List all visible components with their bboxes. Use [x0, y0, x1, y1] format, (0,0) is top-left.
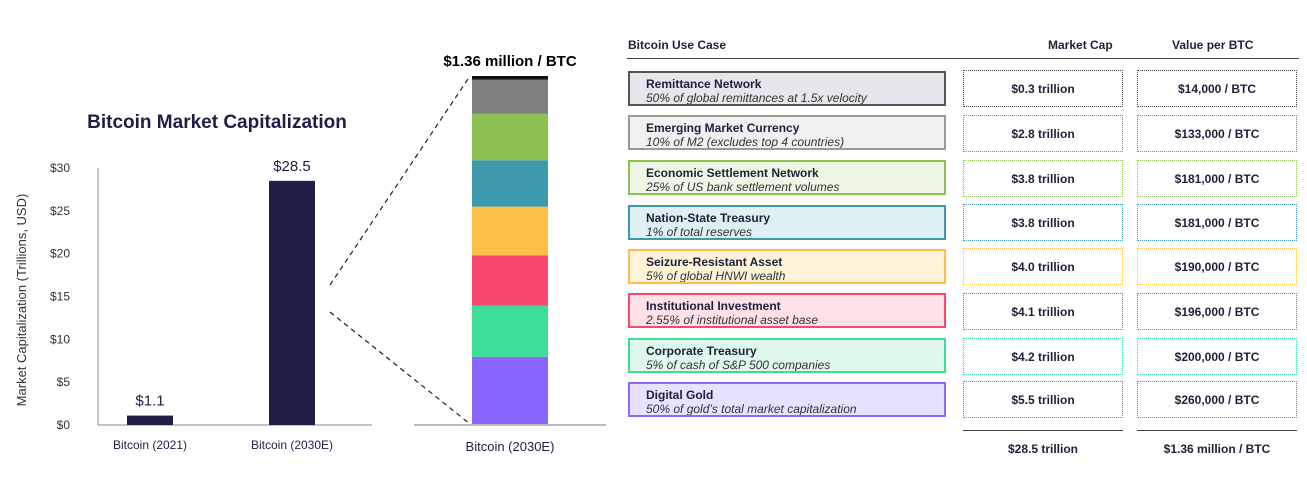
use-case-name: Remittance Network	[646, 77, 762, 91]
market-cap-cell: $5.5 trillion	[963, 381, 1123, 418]
y-tick-label: $15	[50, 290, 70, 304]
value-per-btc-cell: $181,000 / BTC	[1137, 160, 1297, 197]
zoom-connector-bottom	[329, 311, 471, 425]
stacked-segment	[472, 206, 548, 256]
x-tick-label: Bitcoin (2030E)	[251, 438, 333, 452]
y-tick-label: $0	[57, 418, 71, 432]
use-case-name: Institutional Investment	[646, 299, 781, 313]
bar	[127, 415, 173, 425]
value-per-btc-cell: $181,000 / BTC	[1137, 204, 1297, 241]
market-cap-cell: $2.8 trillion	[963, 115, 1123, 152]
use-case-name: Corporate Treasury	[646, 344, 757, 358]
use-case-row: Institutional Investment 2.55% of institu…	[628, 293, 946, 328]
use-case-row: Seizure-Resistant Asset 5% of global HNWI…	[628, 249, 946, 284]
header-market-cap: Market Cap	[1048, 38, 1113, 52]
stacked-segment	[472, 79, 548, 114]
value-per-btc-cell: $200,000 / BTC	[1137, 338, 1297, 375]
use-case-row: Economic Settlement Network 25% of US ban…	[628, 160, 946, 195]
value-per-btc-cell: $14,000 / BTC	[1137, 70, 1297, 107]
market-cap-cell: $4.0 trillion	[963, 248, 1123, 285]
stacked-segment	[472, 356, 548, 424]
bar	[269, 180, 315, 425]
use-case-name: Digital Gold	[646, 388, 714, 402]
y-axis-label: Market Capitalization (Trillions, USD)	[14, 194, 29, 407]
use-case-description: 5% of global HNWI wealth	[646, 269, 786, 283]
stacked-segment	[472, 160, 548, 207]
value-per-btc-cell: $260,000 / BTC	[1137, 381, 1297, 418]
use-case-row: Emerging Market Currency 10% of M2 (exclu…	[628, 115, 946, 150]
use-case-description: 25% of US bank settlement volumes	[646, 180, 840, 194]
y-tick-label: $30	[50, 161, 70, 175]
total-market-cap: $28.5 trillion	[1007, 442, 1079, 456]
y-tick-label: $5	[57, 375, 71, 389]
stacked-segment	[472, 76, 548, 80]
market-cap-cell: $0.3 trillion	[963, 70, 1123, 107]
stacked-segment	[472, 113, 548, 161]
header-divider	[627, 58, 1299, 59]
value-per-btc-cell: $133,000 / BTC	[1137, 115, 1297, 152]
use-case-description: 5% of cash of S&P 500 companies	[646, 358, 831, 372]
use-case-row: Corporate Treasury 5% of cash of S&P 500 …	[628, 338, 946, 373]
use-case-row: Digital Gold 50% of gold’s total market c…	[628, 382, 946, 417]
market-cap-cell: $4.1 trillion	[963, 293, 1123, 330]
y-tick-label: $10	[50, 332, 70, 346]
stacked-x-tick-label: Bitcoin (2030E)	[466, 439, 555, 454]
market-cap-cell: $3.8 trillion	[963, 204, 1123, 241]
use-case-name: Emerging Market Currency	[646, 121, 800, 135]
use-case-description: 50% of global remittances at 1.5x veloci…	[646, 91, 867, 105]
total-value-per-btc: $1.36 million / BTC	[1163, 442, 1271, 456]
header-use-case: Bitcoin Use Case	[628, 38, 727, 52]
use-case-description: 1% of total reserves	[646, 225, 753, 239]
stacked-segment	[472, 305, 548, 357]
bar-chart-title: Bitcoin Market Capitalization	[87, 112, 347, 133]
zoom-connector-top	[329, 75, 471, 286]
bar-data-label: $1.1	[135, 393, 164, 410]
bar-data-label: $28.5	[273, 158, 311, 175]
use-case-row: Remittance Network 50% of global remittan…	[628, 71, 946, 106]
use-case-name: Economic Settlement Network	[646, 166, 819, 180]
use-case-description: 2.55% of institutional asset base	[646, 313, 819, 327]
value-per-btc-cell: $196,000 / BTC	[1137, 293, 1297, 330]
value-per-btc-cell: $190,000 / BTC	[1137, 248, 1297, 285]
use-case-description: 50% of gold’s total market capitalizatio…	[646, 402, 857, 416]
total-divider-value	[1137, 430, 1297, 431]
x-tick-label: Bitcoin (2021)	[113, 438, 187, 452]
header-value-per-btc: Value per BTC	[1172, 38, 1254, 52]
y-tick-label: $25	[50, 204, 70, 218]
market-cap-cell: $4.2 trillion	[963, 338, 1123, 375]
market-cap-cell: $3.8 trillion	[963, 160, 1123, 197]
stacked-chart-title: $1.36 million / BTC	[443, 53, 577, 70]
stacked-segment	[472, 255, 548, 306]
use-case-name: Nation-State Treasury	[646, 211, 771, 225]
use-case-description: 10% of M2 (excludes top 4 countries)	[646, 135, 845, 149]
total-divider-market-cap	[963, 430, 1123, 431]
use-case-name: Seizure-Resistant Asset	[646, 255, 783, 269]
use-case-row: Nation-State Treasury 1% of total reserve…	[628, 205, 946, 240]
y-tick-label: $20	[50, 247, 70, 261]
